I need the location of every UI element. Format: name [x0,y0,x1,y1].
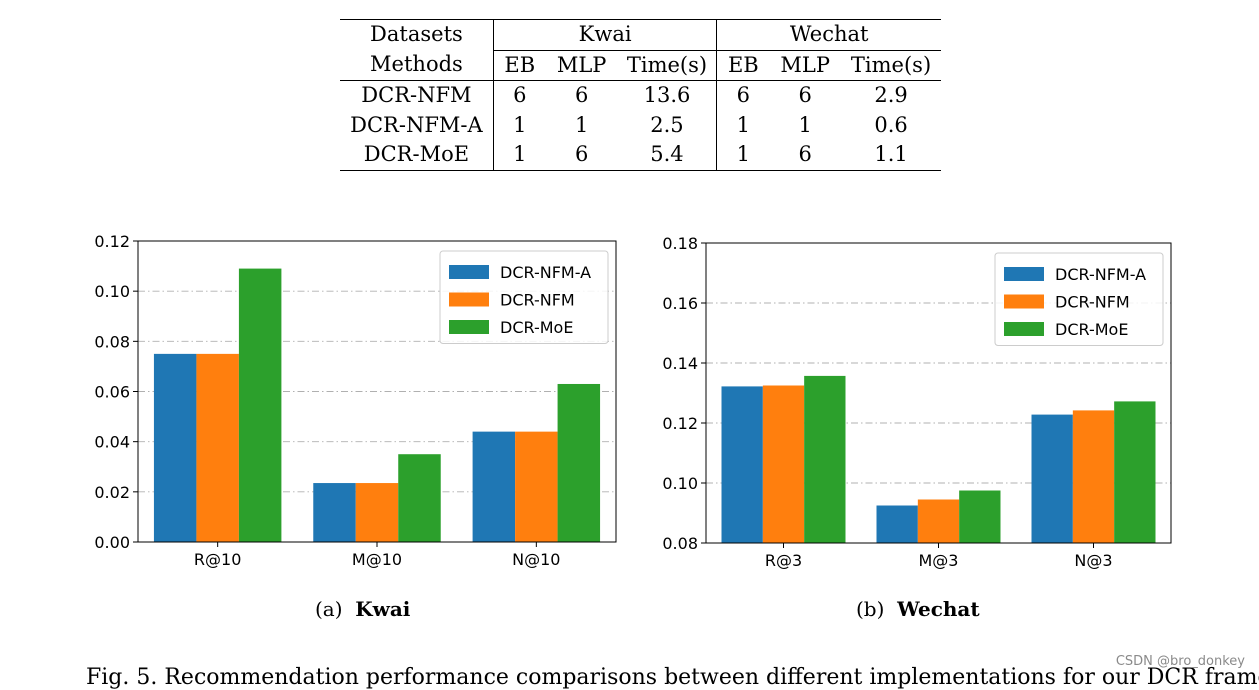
y-tick-label: 0.08 [94,332,130,351]
bar-dcr-moe [238,268,282,542]
legend-swatch-dcr-nfm [1004,294,1044,309]
row-method: DCR-MoE [340,140,494,171]
header-methods: Methods [340,50,494,81]
table-cell: 1.1 [841,140,941,171]
subheader-time: Time(s) [617,50,717,81]
bar-dcr-nfm [917,499,960,543]
bar-dcr-moe [804,375,846,543]
y-tick-label: 0.16 [662,294,698,313]
y-tick-label: 0.18 [662,234,698,253]
y-tick-label: 0.12 [94,232,130,251]
group-header-wechat: Wechat [716,19,941,51]
bar-dcr-moe [1114,401,1156,543]
complexity-table: Datasets Kwai Wechat Methods EB MLP Time… [340,19,941,171]
bar-dcr-nfm-a [1031,414,1073,543]
table-cell: 2.9 [874,83,908,107]
row-method: DCR-NFM [361,83,472,107]
y-tick-label: 0.02 [94,483,130,502]
legend-swatch-dcr-nfm [449,292,489,307]
subheader-mlp: MLP [769,50,842,81]
table-cell: 1 [492,140,546,171]
bar-dcr-nfm-a [721,386,763,543]
table-cell: 6 [716,80,770,111]
y-tick-label: 0.06 [94,383,130,402]
y-tick-label: 0.10 [662,474,698,493]
subheader-time: Time(s) [841,50,941,81]
legend-label: DCR-NFM [500,291,575,310]
bar-dcr-nfm [762,385,805,543]
bar-dcr-nfm-a [472,431,516,542]
kwai-chart-svg: 0.00 0.02 0.04 0.06 0.08 0.10 0.12 R@10 M@10 N@10… [94,232,617,569]
table-cell: 6 [769,140,842,171]
x-tick-label: M@10 [352,550,402,569]
y-tick-label: 0.12 [662,414,698,433]
legend-swatch-dcr-nfm-a [449,265,489,279]
x-tick-label: R@3 [765,551,802,570]
table-cell: 5.4 [617,140,717,171]
table-cell: 1 [716,110,770,140]
legend-swatch-dcr-moe [1004,322,1044,336]
watermark: CSDN @bro_donkey [1115,654,1245,669]
legend-label: DCR-MoE [500,318,573,337]
group-header-kwai: Kwai [492,19,717,51]
legend-label: DCR-NFM-A [1055,265,1146,284]
subcaption-title: Wechat [897,597,980,621]
bar-dcr-moe [398,454,441,542]
bar-dcr-nfm [196,353,239,542]
figure-caption: Fig. 5. Recommendation performance compa… [86,665,1259,690]
legend-swatch-dcr-nfm-a [1004,267,1044,281]
y-tick-label: 0.10 [94,282,130,301]
table-cell: 0.6 [874,112,908,137]
table-cell: 1 [574,112,589,137]
x-tick-label: N@10 [512,550,560,569]
bar-dcr-nfm [515,431,558,542]
row-method: DCR-NFM-A [350,112,483,137]
bar-dcr-nfm [355,483,399,542]
table-cell: 1 [716,140,770,171]
subcaption-title: Kwai [355,597,411,621]
table-cell: 13.6 [643,83,691,107]
bar-dcr-nfm-a [153,353,197,542]
subheader-mlp: MLP [545,50,618,81]
y-tick-label: 0.00 [94,533,130,552]
legend-label: DCR-NFM-A [500,263,591,282]
legend-label: DCR-NFM [1055,293,1130,312]
table-cell: 1 [798,112,812,137]
subcaption-prefix: (b) [856,597,885,621]
subcaption-prefix: (a) [315,597,343,621]
bar-dcr-moe [557,383,601,542]
complexity-table-container: Datasets Kwai Wechat Methods EB MLP Time… [340,19,941,171]
table-cell: 2.5 [650,112,684,137]
subcaption-kwai: (a) Kwai [315,597,410,621]
table-cell: 6 [545,140,618,171]
subheader-eb: EB [492,50,546,81]
wechat-bar-chart: 0.08 0.10 0.12 0.14 0.16 0.18 R@3 M@3 N@3 DCR-NFM… [648,228,1188,570]
table-cell: 6 [492,80,546,111]
table-cell: 6 [574,83,589,107]
kwai-bar-chart: 0.00 0.02 0.04 0.06 0.08 0.10 0.12 R@10 M@10 N@10… [88,228,628,569]
x-tick-label: M@3 [919,551,959,570]
y-tick-label: 0.08 [662,534,698,553]
subcaption-wechat: (b) Wechat [856,597,980,621]
bar-dcr-nfm-a [876,505,918,543]
table-row: DCR-NFM 6 6 13.6 6 6 2.9 [340,80,941,111]
legend-swatch-dcr-moe [449,320,489,334]
y-tick-label: 0.04 [94,433,130,452]
subheader-eb: EB [716,50,770,81]
table-cell: 1 [492,110,546,140]
bar-dcr-nfm [1072,410,1115,543]
header-datasets: Datasets [340,19,494,50]
x-tick-label: R@10 [194,550,241,569]
wechat-chart-svg: 0.08 0.10 0.12 0.14 0.16 0.18 R@3 M@3 N@3 DCR-NFM… [662,234,1172,570]
table-cell: 6 [798,83,812,107]
legend-label: DCR-MoE [1055,320,1128,339]
bar-dcr-nfm-a [313,483,356,542]
x-tick-label: N@3 [1074,551,1112,570]
table-row: DCR-MoE 1 6 5.4 1 6 1.1 [340,140,941,171]
bar-dcr-moe [959,490,1001,543]
y-tick-label: 0.14 [662,354,698,373]
table-row: DCR-NFM-A 1 1 2.5 1 1 0.6 [340,110,941,140]
